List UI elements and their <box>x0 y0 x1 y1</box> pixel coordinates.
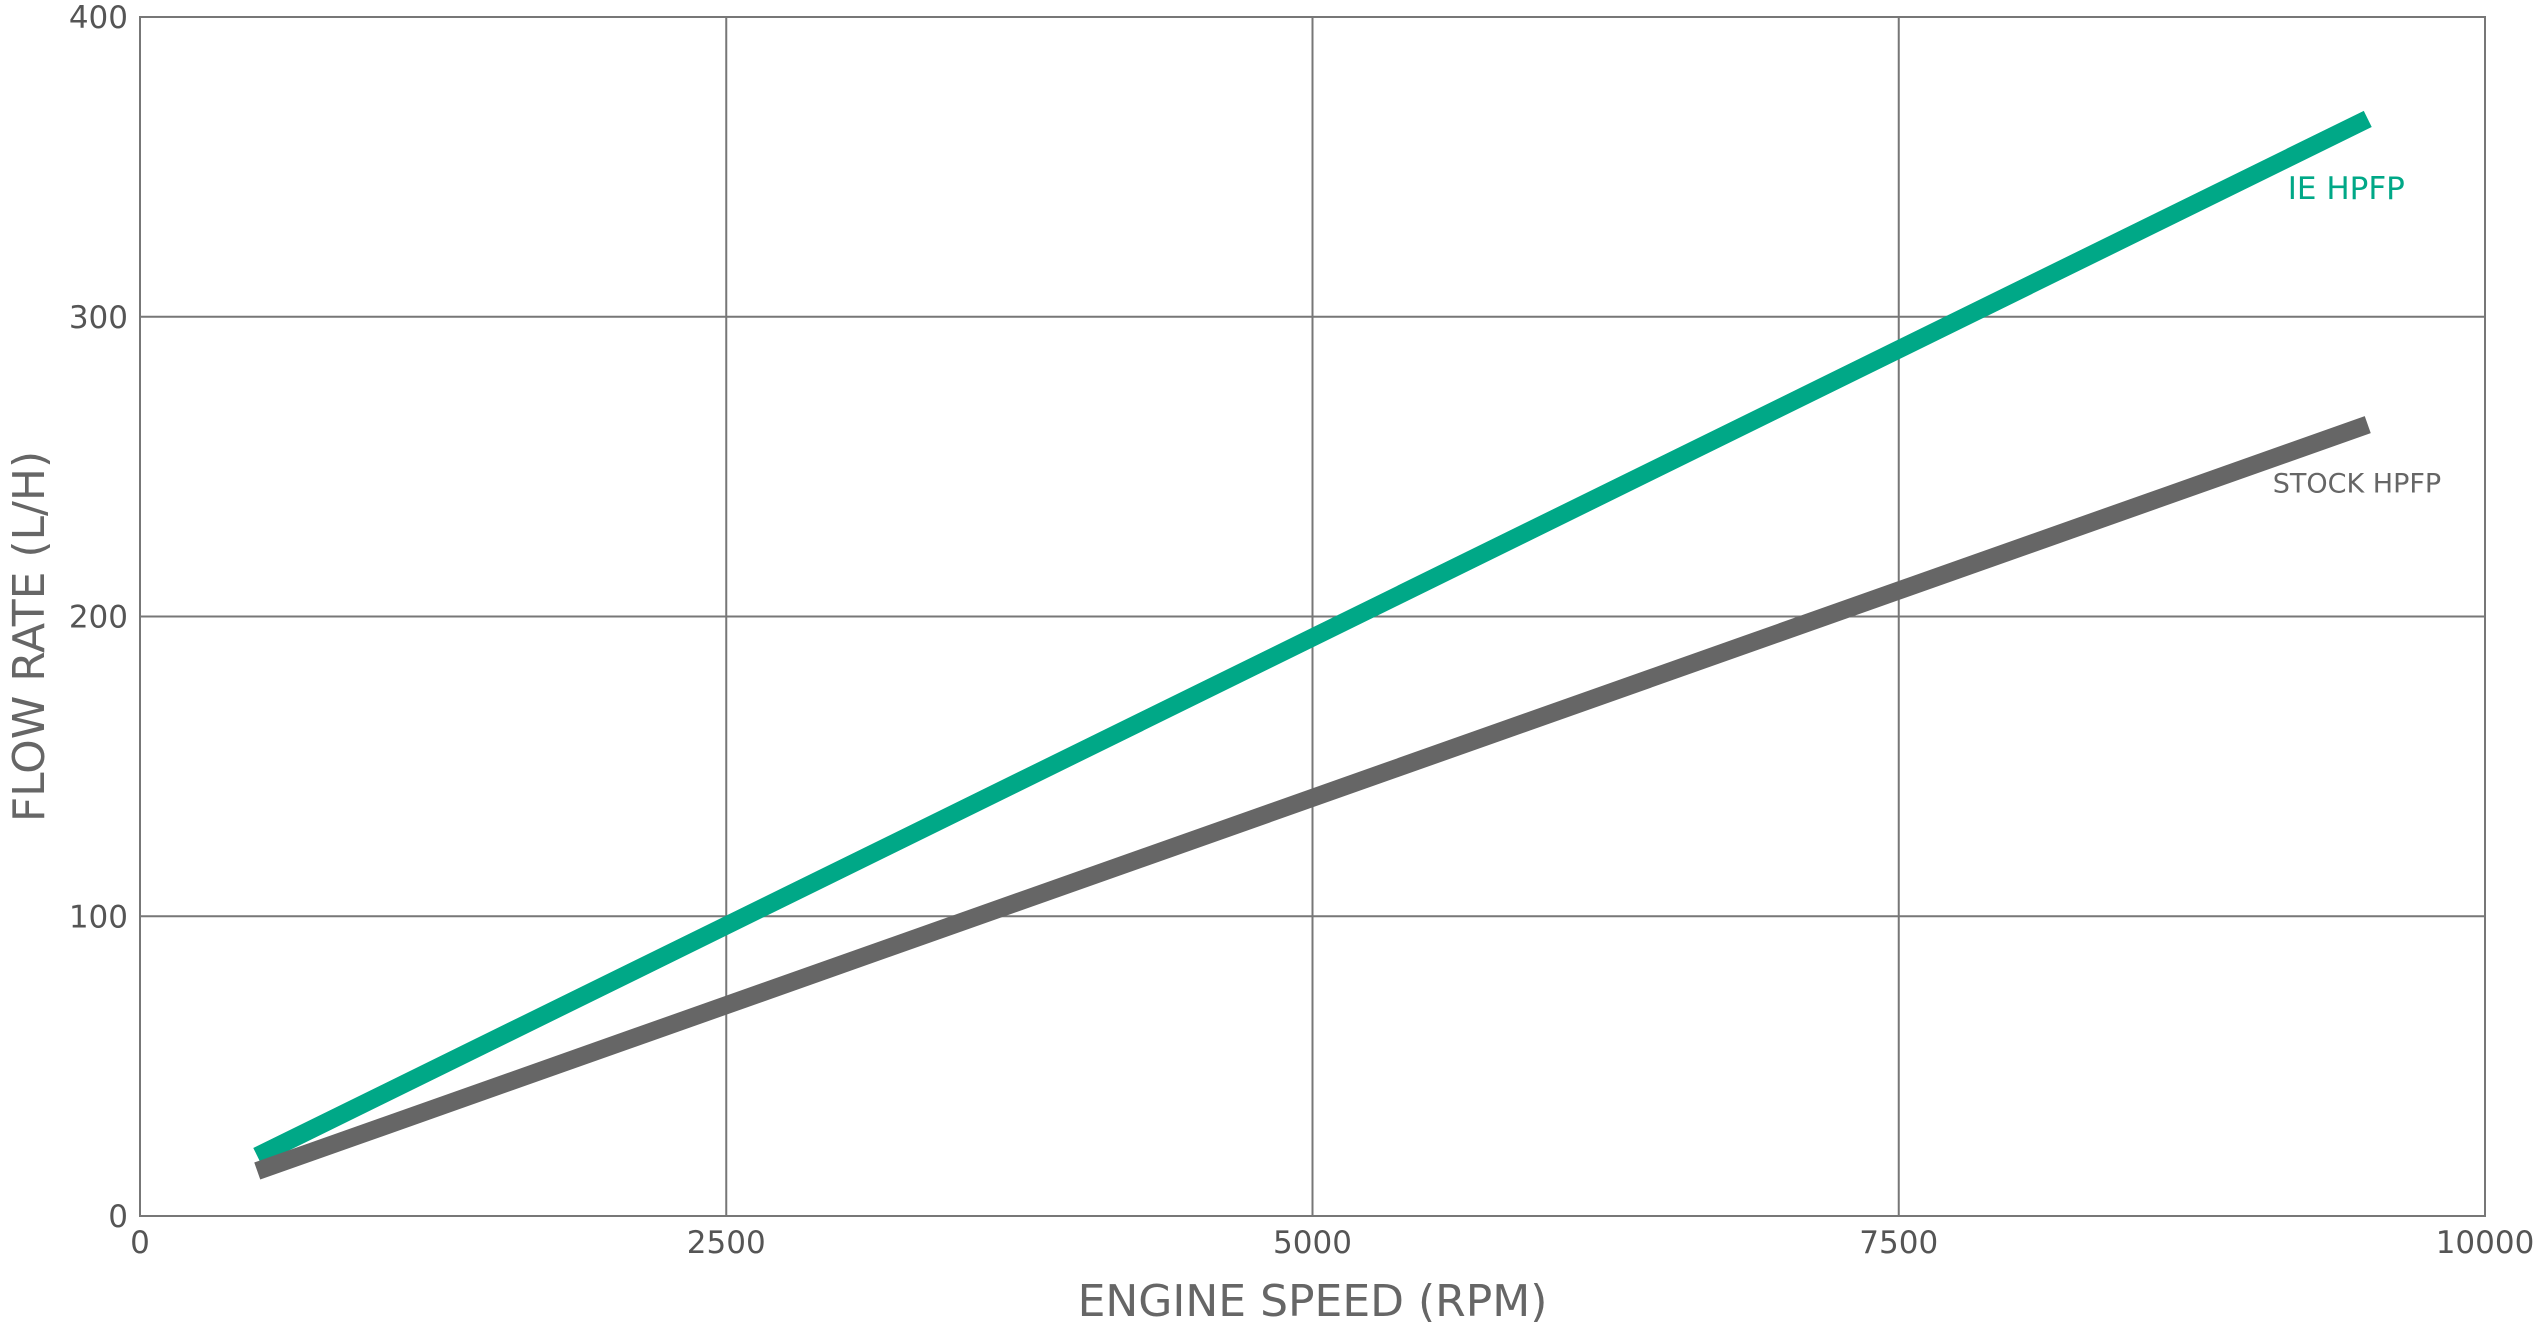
y-axis-title: FLOW RATE (L/H) <box>4 451 55 822</box>
x-axis-title: ENGINE SPEED (RPM) <box>1078 1276 1548 1327</box>
x-tick-label: 10000 <box>2436 1225 2535 1261</box>
plot-frame <box>139 16 2486 1217</box>
y-tick-label: 200 <box>69 600 128 636</box>
y-tick-label: 300 <box>69 300 128 336</box>
x-tick-label: 7500 <box>1859 1225 1938 1261</box>
series-layer: IE HPFP STOCK HPFP <box>253 110 2441 1180</box>
x-tick-label: 2500 <box>687 1225 766 1261</box>
y-tick-label: 0 <box>108 1199 128 1235</box>
series-line-1 <box>254 416 2371 1180</box>
y-axis-ticks: 0 100 200 300 400 <box>69 0 128 1235</box>
series-line-0 <box>253 110 2372 1165</box>
x-tick-label: 0 <box>130 1225 150 1261</box>
series-label-1: STOCK HPFP <box>2273 469 2441 500</box>
y-tick-label: 400 <box>69 0 128 36</box>
y-tick-label: 100 <box>69 899 128 935</box>
x-axis-ticks: 0 2500 5000 7500 10000 <box>130 1225 2534 1261</box>
x-tick-label: 5000 <box>1273 1225 1352 1261</box>
series-label-0: IE HPFP <box>2288 171 2405 207</box>
